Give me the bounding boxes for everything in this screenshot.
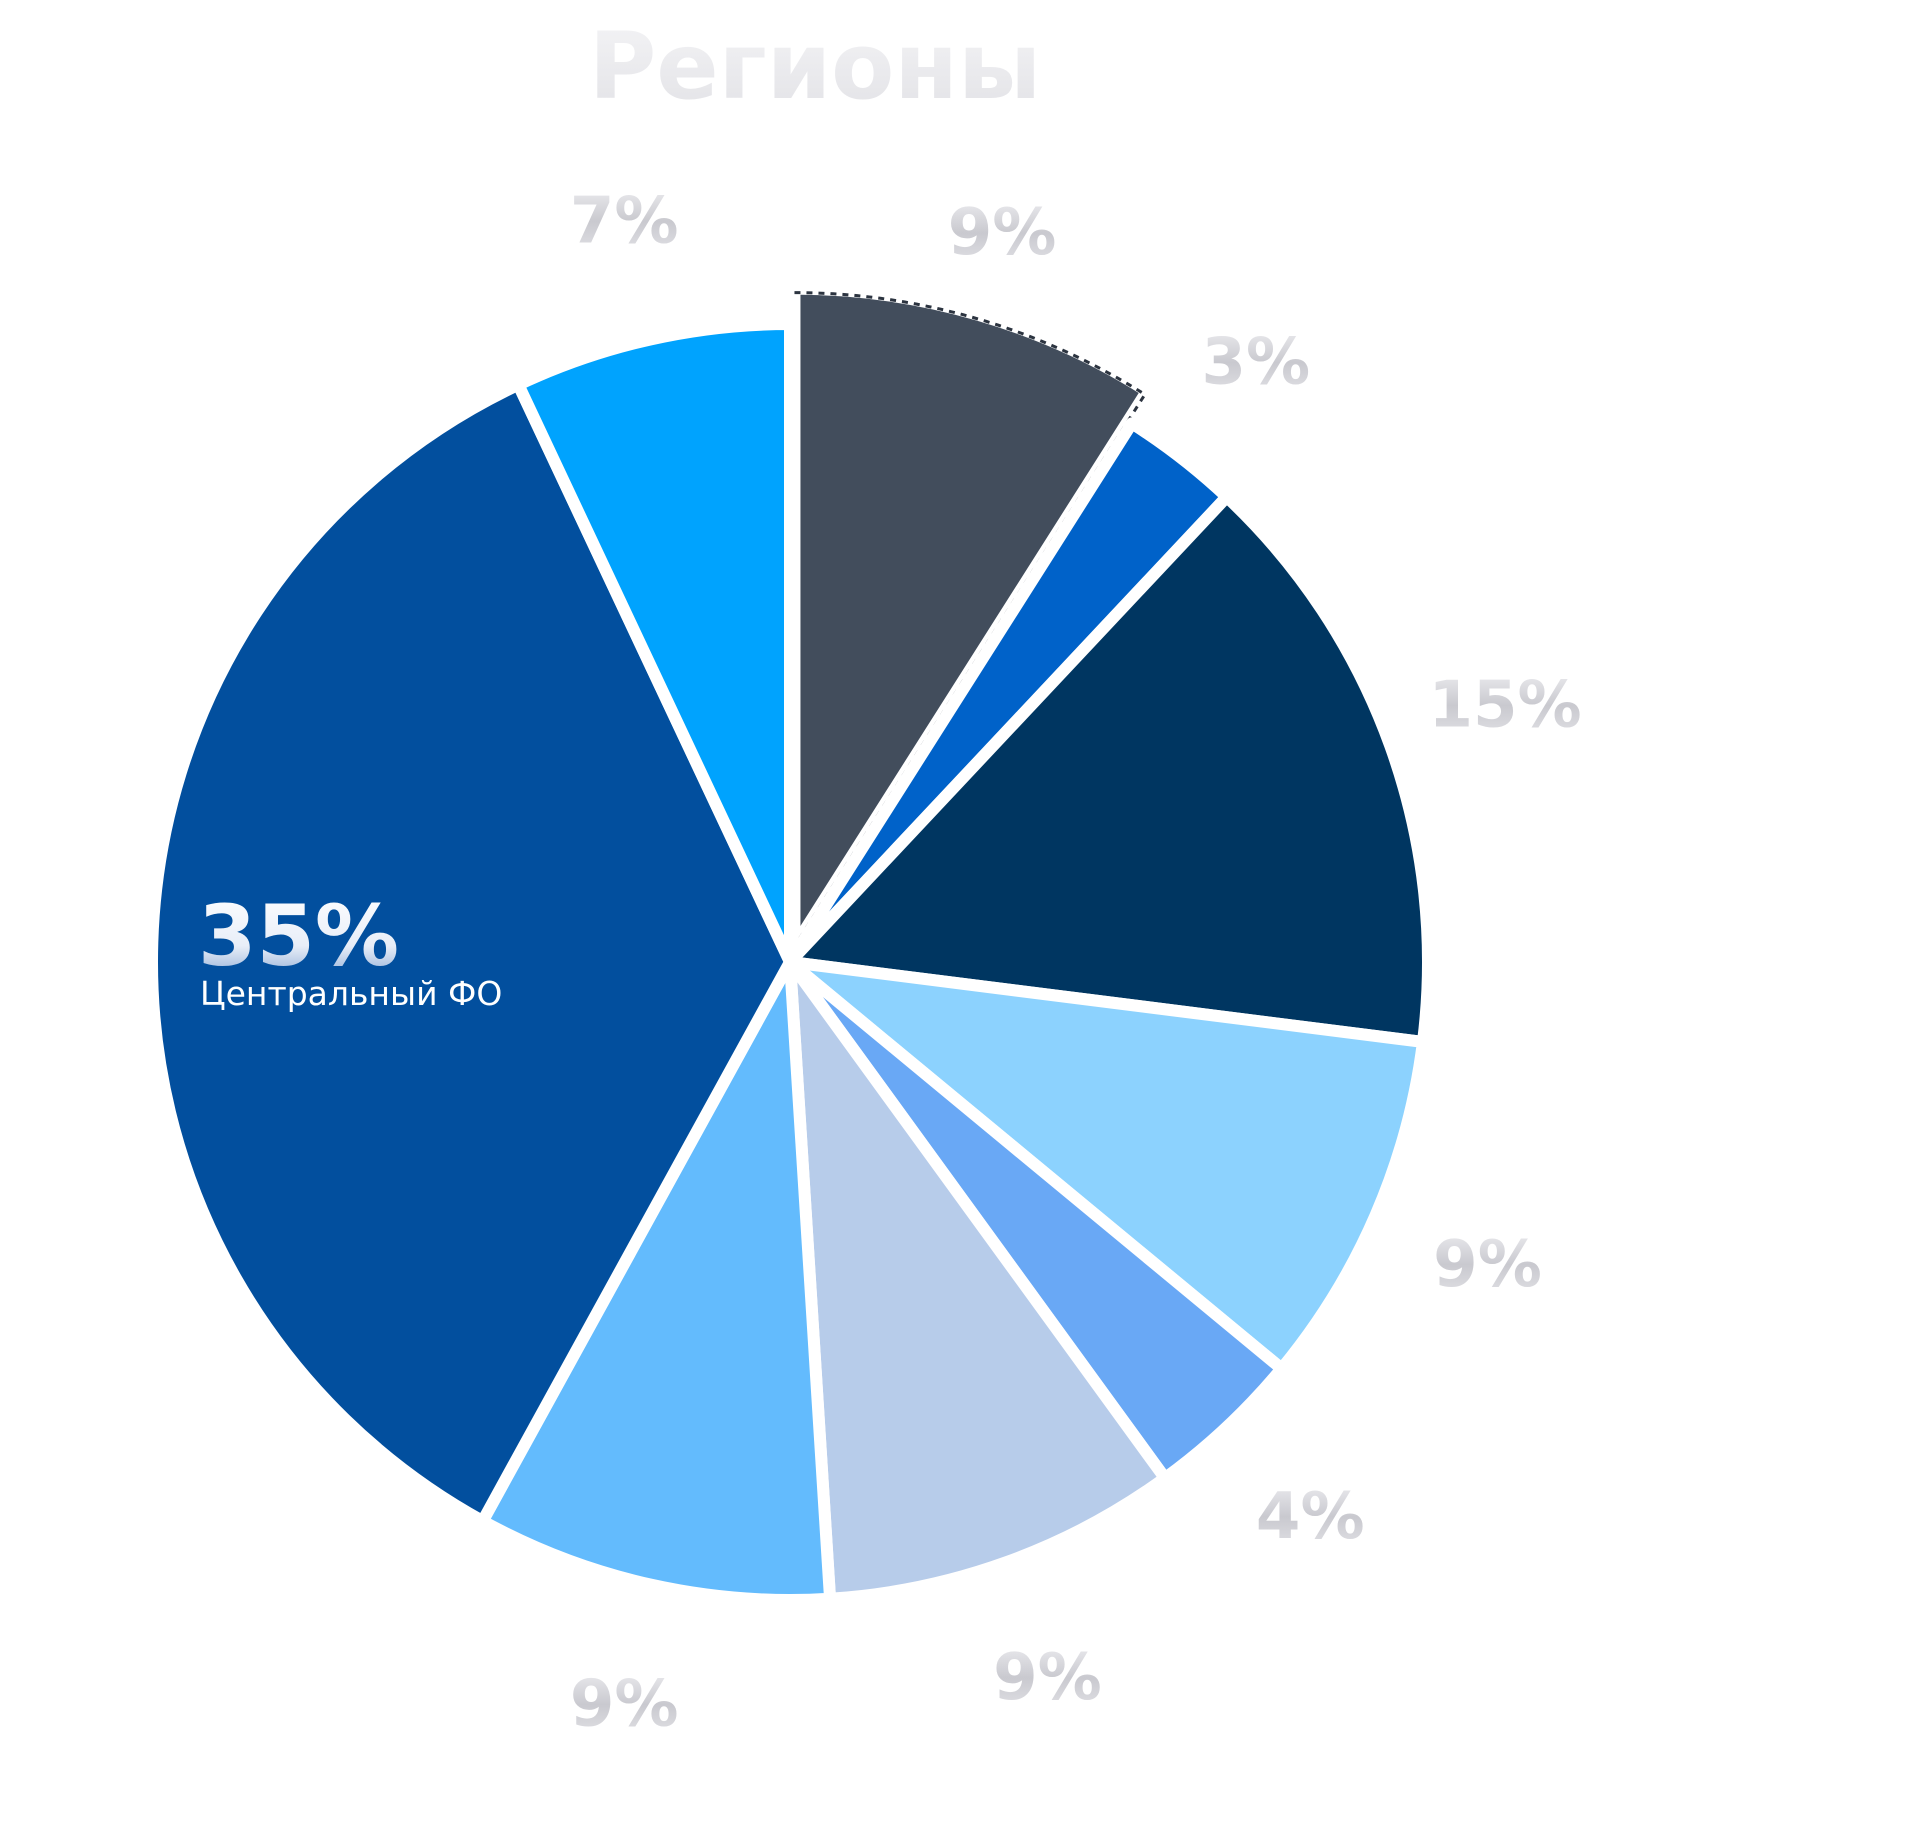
slice-value-label-4: 9%	[1433, 1228, 1542, 1302]
slice-value-label-1: 9%	[948, 196, 1057, 270]
pie-labels: 9% 3% 15% 9% 4% 9% 9% 35%Центральный ФО 7%	[198, 184, 1582, 1741]
pie-slice-1	[788, 282, 1154, 953]
pie-slice-dashed-edge	[793, 291, 1147, 948]
slice-value-label-5: 4%	[1256, 1480, 1365, 1554]
pie-slice-3	[784, 490, 1434, 1048]
pie-slice-7	[476, 956, 837, 1606]
slice-value-label-7: 9%	[570, 1668, 679, 1742]
pie-slice-6	[784, 956, 1172, 1605]
slice-category-label-8: Центральный ФО	[200, 974, 502, 1013]
highlight-label: 35%Центральный ФО	[198, 887, 502, 1013]
slice-value-label-9: 7%	[570, 184, 679, 258]
slice-value-label-6: 9%	[993, 1641, 1102, 1715]
pie-slices	[146, 282, 1434, 1606]
pie-slice-8	[146, 378, 796, 1528]
pie-slice-9	[512, 318, 796, 968]
chart-title: Регионы	[589, 13, 1041, 120]
slice-value-label-8: 35%	[198, 887, 399, 985]
slice-value-label-2: 3%	[1201, 325, 1310, 399]
slice-value-label-3: 15%	[1428, 669, 1581, 743]
pie-slice-4	[784, 956, 1429, 1375]
